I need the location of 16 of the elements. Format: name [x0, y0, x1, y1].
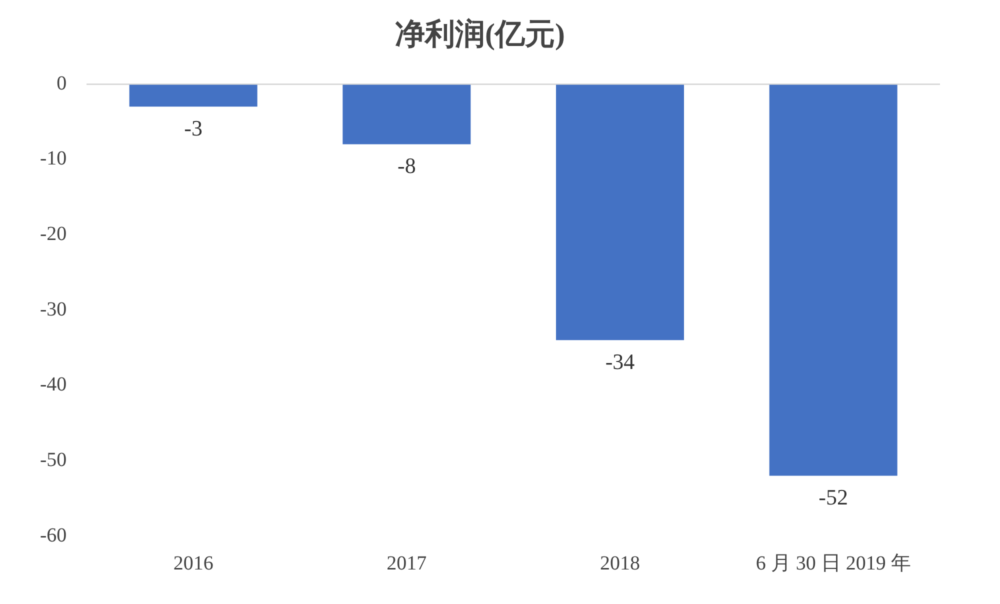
- chart-title: 净利润(亿元): [395, 16, 565, 51]
- y-tick-label: -50: [40, 448, 67, 471]
- x-tick-label: 2016: [173, 552, 214, 574]
- x-tick-label: 2018: [600, 552, 640, 574]
- data-label: -34: [605, 348, 635, 374]
- data-label: -3: [184, 115, 202, 140]
- x-tick-label: 2017: [386, 552, 427, 574]
- y-tick-label: -20: [40, 222, 67, 245]
- data-label: -8: [398, 153, 416, 178]
- x-tick-label: 6 月 30 日 2019 年: [756, 552, 911, 574]
- y-tick-label: 0: [56, 72, 67, 94]
- y-tick-label: -30: [40, 298, 67, 320]
- y-tick-label: -60: [40, 524, 67, 546]
- y-tick-label: -40: [40, 374, 67, 396]
- data-label: -52: [818, 484, 848, 510]
- y-tick-label: -10: [40, 148, 67, 170]
